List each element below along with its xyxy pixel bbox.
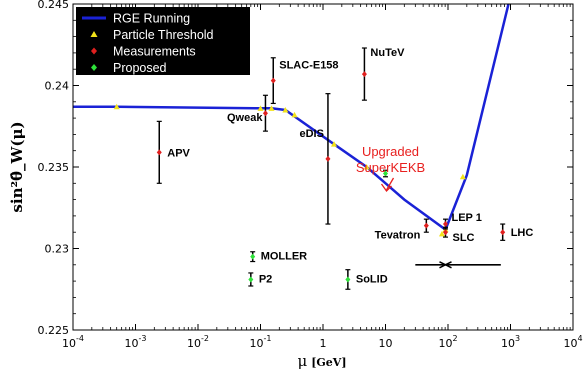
x-axis-label-symbol: μ xyxy=(297,352,307,370)
scale-range-center-marker xyxy=(439,261,452,269)
y-tick-label: 0.24 xyxy=(45,80,70,93)
point-label-nutev: NuTeV xyxy=(370,47,405,59)
measurement-marker xyxy=(270,77,276,84)
x-tick-base: 1 xyxy=(320,337,327,350)
point-label-apv: APV xyxy=(167,147,190,159)
measurement-marker xyxy=(262,110,268,117)
x-tick-base: 10 xyxy=(438,337,452,350)
x-tick-exponent: 2 xyxy=(452,334,457,343)
x-axis-label: μ [GeV] xyxy=(297,352,346,370)
annotation-line: Upgraded xyxy=(362,144,419,159)
point-label-lhc: LHC xyxy=(511,227,534,239)
annotation-arrow-shaft xyxy=(385,177,395,191)
point-labels-layer: APV Qweak SLAC-E158 NuTeV eDIS Tevatron LEP 1 S… xyxy=(167,47,533,285)
threshold-marker xyxy=(268,105,275,111)
x-tick-base: 10 xyxy=(501,337,515,350)
threshold-marker xyxy=(291,111,298,118)
x-tick-base: 10 xyxy=(379,337,393,350)
point-label-p2: P2 xyxy=(259,273,272,285)
x-tick-label: 103 xyxy=(501,334,520,350)
data-points-layer xyxy=(113,47,506,290)
point-label-slc: SLC xyxy=(452,232,474,244)
proposed-marker xyxy=(248,276,254,283)
annotation-arrow-head xyxy=(380,183,392,193)
x-tick-base: 10 xyxy=(187,337,201,350)
x-tick-base: 10 xyxy=(563,337,577,350)
x-tick-label: 10-1 xyxy=(250,334,272,350)
x-tick-label: 102 xyxy=(438,334,457,350)
x-tick-label: 10-3 xyxy=(125,334,147,350)
x-tick-label: 104 xyxy=(563,334,582,350)
x-tick-label: 10 xyxy=(379,337,393,350)
threshold-marker xyxy=(438,230,445,237)
proposed-marker xyxy=(345,276,351,283)
measurement-marker xyxy=(156,149,162,156)
point-label-qweak: Qweak xyxy=(227,112,263,124)
x-tick-exponent: -2 xyxy=(201,334,209,343)
threshold-marker xyxy=(331,141,338,147)
legend-triangle-swatch xyxy=(90,31,98,37)
point-label-solid: SoLID xyxy=(356,273,388,285)
point-label-edis: eDIS xyxy=(299,128,323,140)
measurement-marker xyxy=(361,71,367,78)
legend: RGE Running Particle Threshold Measurement… xyxy=(76,7,250,75)
x-tick-base: 10 xyxy=(125,337,139,350)
threshold-marker xyxy=(459,173,466,180)
threshold-marker xyxy=(363,164,370,170)
proposed-marker xyxy=(383,170,388,177)
threshold-marker xyxy=(257,105,264,111)
x-tick-exponent: -4 xyxy=(76,334,84,343)
point-label-lep-1: LEP 1 xyxy=(451,212,481,224)
x-tick-exponent: 4 xyxy=(577,334,582,343)
threshold-marker xyxy=(282,106,289,113)
measurement-marker xyxy=(442,229,448,236)
x-tick-label: 10-4 xyxy=(62,334,84,350)
point-label-slac-e158: SLAC-E158 xyxy=(279,60,338,72)
measurement-marker xyxy=(500,229,506,236)
point-label-tevatron: Tevatron xyxy=(375,230,421,242)
threshold-marker xyxy=(113,103,120,110)
x-tick-exponent: -1 xyxy=(264,334,272,343)
x-tick-label: 1 xyxy=(320,337,327,350)
legend-entry-label: Proposed xyxy=(113,61,167,75)
annotation-line: SuperKEKB xyxy=(356,160,425,175)
legend-entry-label: Measurements xyxy=(113,45,196,59)
measurement-marker xyxy=(423,222,429,229)
legend-entry-label: RGE Running xyxy=(113,12,190,26)
measurement-marker xyxy=(325,155,331,162)
legend-diamond-swatch xyxy=(91,64,97,71)
legend-entry-label: Particle Threshold xyxy=(113,28,214,42)
y-axis-label: sin²θ̂_W(μ) xyxy=(8,121,26,212)
plot-frame xyxy=(72,3,574,331)
x-tick-exponent: -3 xyxy=(139,334,147,343)
point-label-moller: MOLLER xyxy=(261,251,307,263)
axis-labels: μ [GeV] sin²θ̂_W(μ) xyxy=(8,121,347,370)
x-tick-exponent: 3 xyxy=(515,334,520,343)
legend-diamond-swatch xyxy=(91,47,97,55)
measurement-marker xyxy=(442,221,448,228)
axis-ticks: 10-4 10-3 10-2 10-1 1 10 102 103 1040.2250.230.2… xyxy=(38,0,583,350)
proposed-marker xyxy=(250,253,256,260)
y-tick-label: 0.23 xyxy=(45,243,70,256)
y-tick-label: 0.235 xyxy=(38,161,70,174)
y-tick-label: 0.245 xyxy=(38,0,70,11)
x-tick-base: 10 xyxy=(62,337,76,350)
x-tick-label: 10-2 xyxy=(187,334,209,350)
x-axis-label-unit: [GeV] xyxy=(311,356,346,369)
y-tick-label: 0.225 xyxy=(38,324,70,337)
x-tick-base: 10 xyxy=(250,337,264,350)
